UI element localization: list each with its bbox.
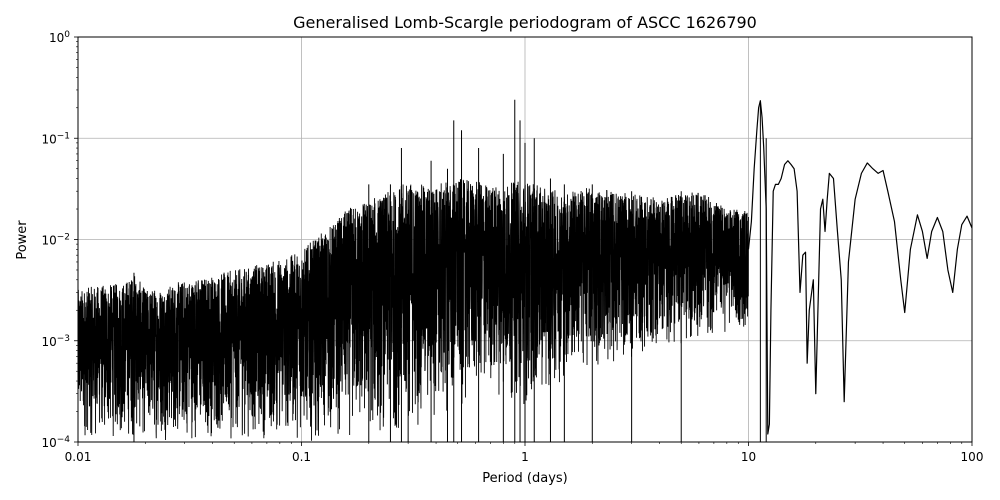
series-group [78, 99, 972, 442]
x-tick-label: 0.1 [292, 450, 311, 464]
x-axis-ticks: 0.01 0.1 1 10 100 [65, 442, 984, 464]
chart-title: Generalised Lomb-Scargle periodogram of … [293, 13, 757, 32]
plot-area [78, 99, 972, 442]
y-tick-label: 10−4 [41, 435, 70, 450]
power-series-dense [78, 179, 749, 441]
x-tick-label: 1 [521, 450, 529, 464]
y-tick-label: 10−1 [41, 131, 70, 146]
x-tick-label: 0.01 [65, 450, 92, 464]
y-axis-label: Power [15, 220, 30, 260]
y-tick-label: 100 [49, 30, 70, 45]
y-tick-label: 10−3 [41, 334, 70, 349]
x-axis-label: Period (days) [482, 471, 568, 486]
x-tick-label: 100 [961, 450, 984, 464]
y-tick-label: 10−2 [41, 233, 70, 248]
x-tick-label: 10 [741, 450, 756, 464]
power-series-long-period [747, 100, 972, 435]
y-axis-ticks: 10−4 10−3 10−2 10−1 100 [41, 30, 78, 450]
